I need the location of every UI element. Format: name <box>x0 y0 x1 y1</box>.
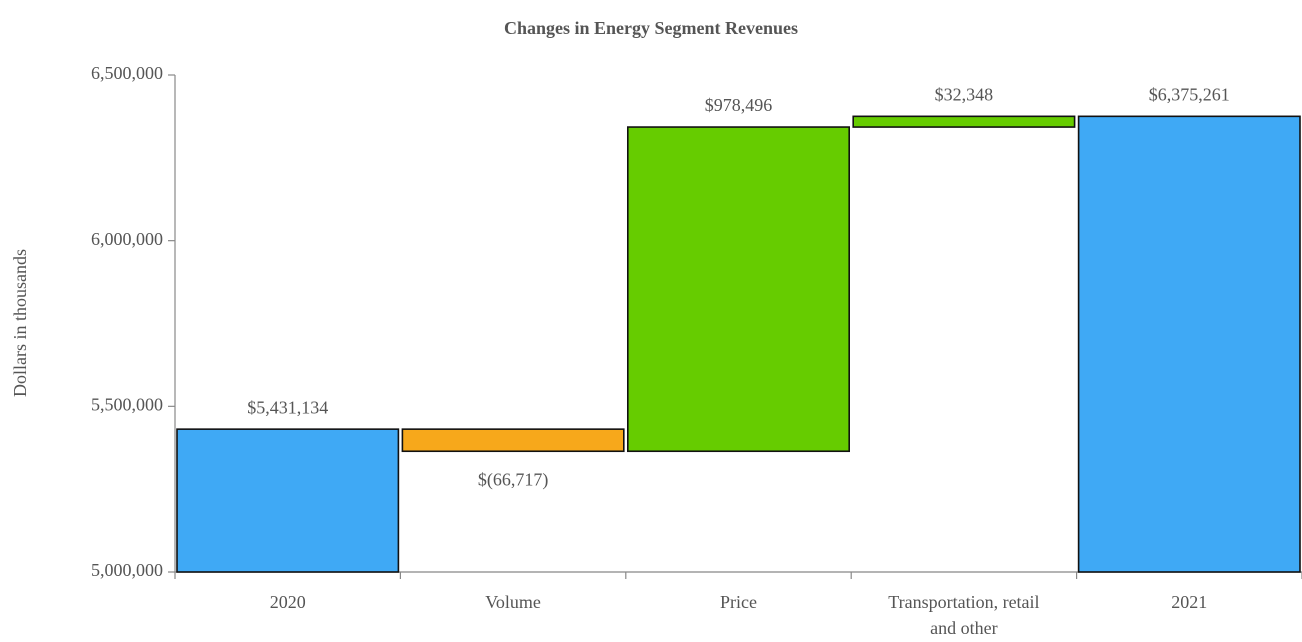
bar <box>1077 115 1301 573</box>
data-label: $32,348 <box>935 84 994 104</box>
y-tick-label: 6,500,000 <box>91 63 163 83</box>
y-tick-label: 5,500,000 <box>91 394 163 414</box>
data-label: $6,375,261 <box>1149 84 1230 104</box>
y-tick-label: 5,000,000 <box>91 560 163 580</box>
x-tick-label: Transportation, retail and other <box>888 592 1039 638</box>
x-tick-label: 2021 <box>1171 592 1207 612</box>
x-tick-label: Volume <box>485 592 541 612</box>
x-tick-label: Price <box>720 592 757 612</box>
data-label: $5,431,134 <box>247 397 328 417</box>
chart-title: Changes in Energy Segment Revenues <box>504 18 798 38</box>
data-label: $978,496 <box>705 95 773 115</box>
y-tick-label: 6,000,000 <box>91 229 163 249</box>
y-axis-label: Dollars in thousands <box>10 249 30 397</box>
bar <box>626 126 850 453</box>
bar <box>401 428 625 453</box>
bar <box>176 428 400 573</box>
x-tick-label: 2020 <box>270 592 306 612</box>
bar <box>852 115 1076 128</box>
data-label: $(66,717) <box>478 469 549 490</box>
